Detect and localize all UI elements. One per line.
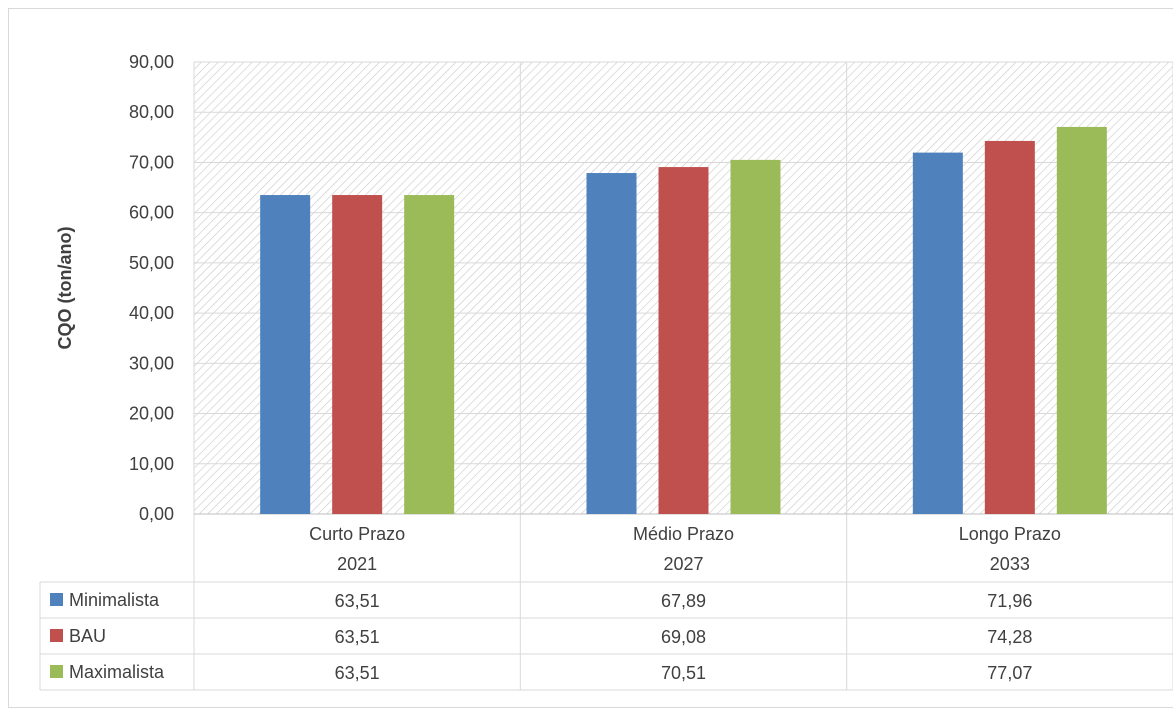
y-tick-label: 30,00 (129, 353, 174, 373)
bar-maximalista-2 (730, 159, 781, 514)
bar-minimalista-2 (586, 173, 637, 515)
data-table-value: 77,07 (987, 663, 1032, 683)
category-label: Médio Prazo (633, 524, 734, 544)
bar-bau-2 (658, 167, 709, 515)
category-label: Curto Prazo (309, 524, 405, 544)
data-table-value: 69,08 (661, 627, 706, 647)
category-year-label: 2027 (663, 554, 703, 574)
y-tick-label: 70,00 (129, 152, 174, 172)
y-axis-label: CQO (ton/ano) (55, 227, 75, 350)
legend-key-minimalista (50, 593, 63, 606)
data-table-value: 63,51 (335, 591, 380, 611)
data-table-value: 63,51 (335, 627, 380, 647)
data-table-value: 74,28 (987, 627, 1032, 647)
category-year-label: 2033 (990, 554, 1030, 574)
data-table-value: 70,51 (661, 663, 706, 683)
legend-key-maximalista (50, 665, 63, 678)
bar-bau-1 (332, 195, 383, 514)
bars (260, 126, 1107, 515)
category-year-label: 2021 (337, 554, 377, 574)
bar-minimalista-3 (912, 152, 963, 514)
data-table-value: 71,96 (987, 591, 1032, 611)
y-tick-label: 60,00 (129, 203, 174, 223)
legend-label: BAU (69, 626, 106, 646)
data-table: Curto Prazo 2021 Médio Prazo 2027 Longo Praz… (39, 524, 1173, 691)
category-label: Longo Prazo (959, 524, 1061, 544)
legend-label: Maximalista (69, 662, 165, 682)
y-tick-label: 10,00 (129, 454, 174, 474)
data-table-value: 67,89 (661, 591, 706, 611)
y-tick-label: 80,00 (129, 102, 174, 122)
y-tick-label: 50,00 (129, 253, 174, 273)
y-tick-label: 0,00 (139, 504, 174, 524)
y-axis-ticks: 0,00 10,00 20,00 30,00 40,00 50,00 60,00 70,00 8… (129, 52, 174, 524)
bar-bau-3 (984, 140, 1035, 514)
legend-label: Minimalista (69, 590, 160, 610)
data-table-value: 63,51 (335, 663, 380, 683)
y-tick-label: 20,00 (129, 404, 174, 424)
y-tick-label: 40,00 (129, 303, 174, 323)
bar-maximalista-3 (1056, 126, 1107, 515)
y-tick-label: 90,00 (129, 52, 174, 72)
bar-minimalista-1 (260, 195, 311, 514)
legend-key-bau (50, 629, 63, 642)
bar-maximalista-1 (404, 195, 455, 514)
